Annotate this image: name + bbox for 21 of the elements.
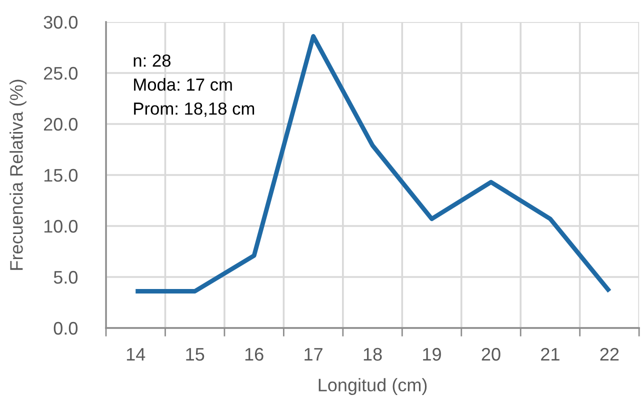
- x-tick-label: 22: [600, 348, 619, 361]
- y-tick-label: 10.0: [44, 220, 78, 233]
- annotation: n: 28: [134, 54, 171, 67]
- y-axis-title: Frecuencia Relativa (%): [10, 80, 26, 270]
- y-tick-label: 15.0: [44, 168, 78, 182]
- x-axis-title: Longitud (cm): [318, 378, 427, 395]
- y-tick-label: 5.0: [54, 270, 78, 284]
- x-tick-label: 21: [541, 348, 560, 361]
- x-tick-label: 19: [423, 348, 441, 361]
- y-tick-label: 25.0: [44, 66, 78, 80]
- x-tick-label: 15: [186, 348, 204, 361]
- y-tick-label: 20.0: [44, 118, 78, 131]
- annotation: Moda: 17 cm: [134, 78, 232, 91]
- annotation: Prom: 18,18 cm: [134, 102, 254, 117]
- x-tick-label: 14: [126, 348, 146, 361]
- x-tick-label: 20: [482, 348, 500, 361]
- x-tick-label: 17: [304, 348, 322, 361]
- x-tick-label: 18: [364, 348, 382, 361]
- x-tick-label: 16: [245, 348, 264, 361]
- y-tick-label: 30.0: [44, 16, 78, 29]
- y-tick-label: 0.0: [54, 322, 78, 335]
